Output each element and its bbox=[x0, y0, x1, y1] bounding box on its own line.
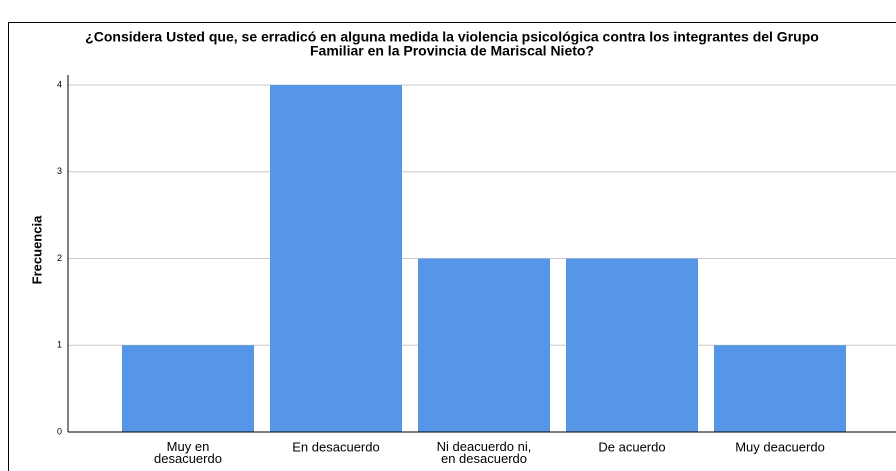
y-tick-label: 4 bbox=[57, 79, 62, 89]
y-tick-label: 1 bbox=[57, 340, 62, 350]
y-tick-label: 0 bbox=[57, 426, 62, 436]
bar bbox=[418, 258, 550, 432]
chart-title: Familiar en la Provincia de Mariscal Nie… bbox=[310, 43, 594, 59]
x-tick-label: Ni deacuerdo ni, en desacuerdo bbox=[437, 439, 532, 466]
x-tick-label: Muy en desacuerdo bbox=[154, 439, 222, 466]
bar bbox=[714, 345, 846, 432]
y-tick-label: 3 bbox=[57, 166, 62, 176]
x-tick-label: En desacuerdo bbox=[292, 439, 379, 454]
bar bbox=[122, 345, 254, 432]
chart-title: ¿Considera Usted que, se erradicó en alg… bbox=[85, 29, 819, 45]
bar bbox=[566, 258, 698, 432]
y-tick-label: 2 bbox=[57, 253, 62, 263]
x-tick-label: Muy deacuerdo bbox=[735, 439, 825, 454]
y-axis-label: Frecuencia bbox=[29, 215, 44, 284]
x-tick-label: De acuerdo bbox=[598, 439, 665, 454]
bar bbox=[270, 85, 402, 432]
